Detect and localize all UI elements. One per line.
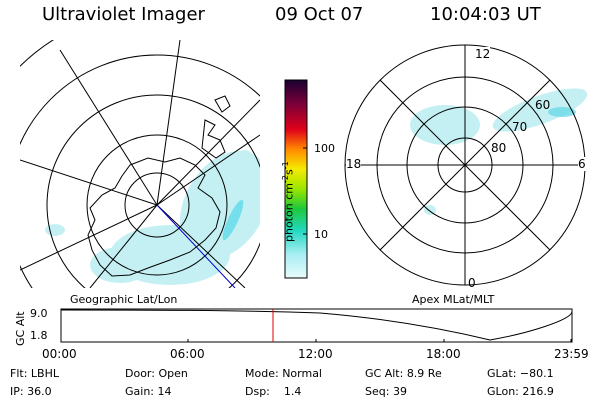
time-label: 10:04:03 UT (430, 4, 541, 25)
altitude-curve (60, 309, 573, 341)
xtick-2359: 23:59 (554, 347, 589, 361)
mlt-label-0: 0 (468, 276, 476, 290)
peninsula-outline (201, 95, 231, 159)
meridian-lines (20, 40, 260, 288)
altitude-ytick-top: 9.0 (30, 307, 48, 320)
geographic-caption: Geographic Lat/Lon (70, 293, 178, 306)
mlat-label-60: 60 (535, 98, 551, 112)
status-ip: IP: 36.0 (10, 385, 52, 398)
status-mode: Mode: Normal (245, 367, 322, 380)
mlat-label-80: 80 (491, 141, 507, 155)
app-title: Ultraviolet Imager (42, 4, 205, 25)
terminator-line (156, 204, 236, 288)
colorbar-tick-100: 100 (314, 142, 335, 155)
status-dsp: Dsp: 1.4 (245, 385, 302, 398)
status-glat: GLat: −80.1 (487, 367, 554, 380)
status-seq: Seq: 39 (365, 385, 407, 398)
mlt-label-18: 18 (346, 157, 362, 171)
status-glon: GLon: 216.9 (487, 385, 554, 398)
xtick-1200: 12:00 (298, 347, 333, 361)
magnetic-polar-plot (344, 44, 588, 286)
mlt-lines (345, 45, 585, 285)
altitude-ylabel: GC Alt (14, 311, 27, 346)
geographic-map (20, 40, 260, 288)
mlat-label-70: 70 (512, 120, 528, 134)
mlt-label-6: 6 (578, 157, 586, 171)
altitude-ytick-bottom: 1.8 (30, 329, 48, 342)
continent-outline (87, 157, 221, 277)
magnetic-caption: Apex MLat/MLT (412, 293, 495, 306)
status-gcalt: GC Alt: 8.9 Re (365, 367, 442, 380)
colorbar-tick-10: 10 (314, 228, 328, 241)
xtick-0000: 00:00 (42, 347, 77, 361)
aurora-emission (45, 150, 260, 285)
colorbar-unit-label: photon cm-2s-1 (281, 161, 296, 242)
status-filter: Flt: LBHL (10, 367, 59, 380)
status-door: Door: Open (125, 367, 188, 380)
colorbar (284, 79, 308, 279)
latitude-circles (20, 40, 260, 288)
date-label: 09 Oct 07 (275, 4, 364, 25)
xtick-1800: 18:00 (426, 347, 461, 361)
mlt-label-12: 12 (475, 47, 491, 61)
aurora-emission-mag (410, 88, 588, 215)
xtick-0600: 06:00 (170, 347, 205, 361)
altitude-plot (60, 308, 573, 343)
status-gain: Gain: 14 (125, 385, 172, 398)
